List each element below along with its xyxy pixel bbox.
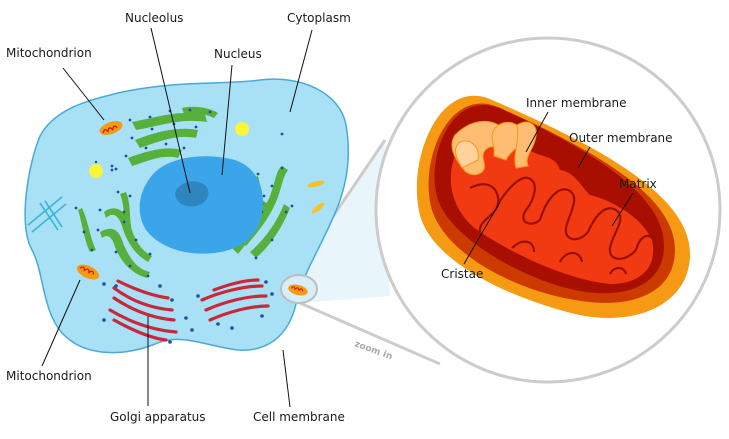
label-mitochondrion-bottom: Mitochondrion [6,369,92,383]
leader-mitochondrion-top [62,67,105,121]
label-outer-membrane: Outer membrane [569,131,673,145]
lysosomes [307,180,325,214]
free-ribosomes [94,132,284,172]
leader-cytoplasm [289,29,313,113]
leader-nucleolus [150,27,191,194]
label-cristae: Cristae [441,267,483,281]
label-cytoplasm: Cytoplasm [287,11,351,25]
label-inner-membrane: Inner membrane [526,96,627,110]
label-mitochondrion-top: Mitochondrion [6,46,92,60]
label-cell-membrane: Cell membrane [253,410,345,424]
mitochondrion-zoom-source [280,274,318,304]
label-zoom-in: zoom in [353,339,394,362]
mitochondrion-bottom [76,264,100,280]
leader-cristae [463,201,501,265]
nucleolus [175,181,209,207]
golgi-apparatus [108,278,270,342]
label-golgi: Golgi apparatus [110,410,206,424]
label-matrix: Matrix [619,177,657,191]
leader-outer-membrane [577,146,591,169]
leader-nucleus [221,64,233,176]
label-nucleus: Nucleus [214,47,262,61]
centriole [27,196,67,233]
leader-cell-membrane [282,349,291,408]
label-nucleolus: Nucleolus [125,11,183,25]
cristae [469,176,655,275]
nucleus [139,156,263,254]
cristae-light [451,120,537,176]
leader-mitochondrion-bottom [41,279,81,367]
matrix [450,125,654,284]
mitochondrion-top [99,121,123,135]
leader-matrix [611,192,634,227]
mitochondrion-large [416,95,690,318]
golgi-vesicles [102,280,274,344]
leader-inner-membrane [525,111,549,153]
vacuoles [89,122,249,178]
